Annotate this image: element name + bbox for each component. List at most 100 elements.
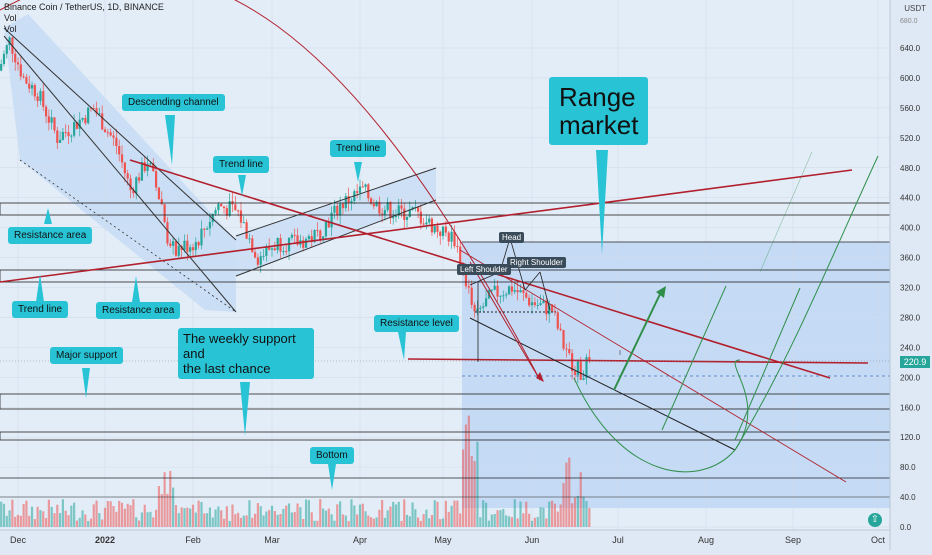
candle-body xyxy=(582,378,585,380)
candle-body xyxy=(394,215,398,218)
volume-bar xyxy=(0,501,3,527)
candle-body xyxy=(464,268,468,287)
candle-body xyxy=(19,64,22,77)
candle-body xyxy=(220,203,223,207)
candle-body xyxy=(123,162,126,174)
candle-body xyxy=(453,231,456,247)
volume-bar xyxy=(403,499,406,527)
candle-body xyxy=(361,186,364,188)
candle-body xyxy=(47,116,50,123)
volume-bar xyxy=(553,503,557,527)
y-tick-label: 280.0 xyxy=(900,313,921,322)
volume-bar xyxy=(287,503,291,527)
volume-bar xyxy=(484,502,488,527)
candle-body xyxy=(22,76,25,78)
candle-body xyxy=(296,235,299,245)
candle-body xyxy=(324,221,328,237)
candle-body xyxy=(160,199,163,205)
volume-bars xyxy=(0,415,591,527)
green-arrow-1-head xyxy=(656,286,666,298)
candle-body xyxy=(293,234,296,236)
candle-body xyxy=(28,83,31,89)
candle-body xyxy=(143,161,146,171)
parabolic-curve xyxy=(0,0,541,381)
volume-bar xyxy=(513,499,516,527)
volume-bar xyxy=(313,520,316,527)
volume-bar xyxy=(441,518,445,527)
y-tick-label: 40.0 xyxy=(900,493,916,502)
volume-bar xyxy=(290,512,293,527)
candle-body xyxy=(101,113,104,130)
candle-body xyxy=(441,226,445,236)
candle-body xyxy=(364,184,367,187)
candle-body xyxy=(166,222,169,244)
candle-body xyxy=(73,122,76,136)
candle-body xyxy=(56,130,59,143)
volume-bar xyxy=(248,500,251,527)
candle-body xyxy=(163,204,166,223)
volume-label-1[interactable]: Vol xyxy=(4,13,17,23)
candle-body xyxy=(519,290,522,293)
candle-body xyxy=(470,287,473,305)
volume-bar xyxy=(356,514,359,527)
volume-bar xyxy=(302,519,305,527)
candle-body xyxy=(42,91,45,107)
volume-bar xyxy=(522,513,525,527)
candle-body xyxy=(507,286,511,295)
candle-body xyxy=(276,237,279,251)
y-tick-label: 560.0 xyxy=(900,104,921,113)
candle-body xyxy=(214,210,217,214)
candle-body xyxy=(262,255,265,257)
candle-body xyxy=(372,203,375,207)
volume-bar xyxy=(408,516,411,527)
candle-body xyxy=(403,208,406,220)
volume-bar xyxy=(405,514,409,527)
volume-bar xyxy=(200,501,203,527)
volume-bar xyxy=(378,509,381,527)
y-tick-label: 520.0 xyxy=(900,134,921,143)
volume-bar xyxy=(75,520,79,527)
volume-bar xyxy=(476,441,479,527)
volume-bar xyxy=(8,510,11,527)
stem-descending-channel xyxy=(165,115,175,165)
volume-bar xyxy=(239,517,243,527)
volume-bar xyxy=(519,501,522,527)
candle-body xyxy=(525,292,528,298)
candle-body xyxy=(456,246,459,248)
volume-bar xyxy=(73,502,76,527)
candle-body xyxy=(234,204,237,211)
candle-body xyxy=(493,285,496,290)
volume-bar xyxy=(505,515,508,527)
candle-body xyxy=(270,248,274,250)
candle-body xyxy=(203,228,206,230)
x-tick-label: Feb xyxy=(185,535,201,545)
volume-bar xyxy=(222,518,226,527)
volume-label-2[interactable]: Vol xyxy=(4,24,17,34)
volume-bar xyxy=(135,517,138,527)
candle-body xyxy=(84,117,87,124)
volume-bar xyxy=(203,513,206,527)
currency-label: USDT xyxy=(904,4,926,13)
candle-body xyxy=(383,210,386,215)
candle-body xyxy=(183,240,186,250)
candle-body xyxy=(132,190,135,194)
candle-body xyxy=(505,294,508,296)
volume-bar xyxy=(344,515,347,527)
volume-bar xyxy=(157,486,161,527)
candle-body xyxy=(341,203,345,209)
channel-mid-line xyxy=(19,159,237,313)
chart-header: Binance Coin / TetherUS, 1D, BINANCE Vol… xyxy=(4,2,164,35)
volume-bar xyxy=(123,508,126,527)
volume-bar xyxy=(237,512,240,527)
candle-body xyxy=(112,135,115,138)
candle-body xyxy=(568,349,571,354)
volume-bar xyxy=(545,518,548,527)
candle-body xyxy=(30,85,34,89)
candle-body xyxy=(157,187,161,200)
volume-bar xyxy=(172,487,175,527)
scroll-to-realtime-button[interactable]: ⇧ xyxy=(868,513,882,527)
volume-bar xyxy=(225,506,228,527)
candle-body xyxy=(53,117,56,131)
candle-body xyxy=(422,223,425,225)
